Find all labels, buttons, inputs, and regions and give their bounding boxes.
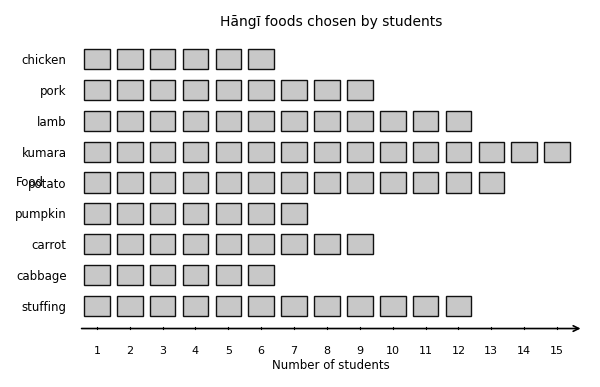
- Bar: [347, 111, 373, 131]
- Bar: [479, 173, 504, 193]
- Bar: [281, 80, 307, 100]
- Bar: [182, 111, 208, 131]
- Bar: [84, 296, 110, 316]
- Bar: [248, 173, 274, 193]
- Bar: [84, 142, 110, 162]
- Bar: [182, 265, 208, 285]
- Bar: [182, 235, 208, 254]
- Bar: [380, 173, 406, 193]
- Bar: [150, 173, 175, 193]
- Bar: [182, 173, 208, 193]
- Bar: [182, 296, 208, 316]
- Title: Hāngī foods chosen by students: Hāngī foods chosen by students: [220, 15, 442, 29]
- Bar: [150, 80, 175, 100]
- Bar: [281, 111, 307, 131]
- Bar: [347, 142, 373, 162]
- Bar: [182, 80, 208, 100]
- Bar: [150, 111, 175, 131]
- Bar: [248, 49, 274, 69]
- Bar: [347, 173, 373, 193]
- Bar: [117, 142, 143, 162]
- Bar: [117, 296, 143, 316]
- Bar: [544, 142, 570, 162]
- Bar: [215, 49, 241, 69]
- Bar: [511, 142, 537, 162]
- Bar: [84, 111, 110, 131]
- Bar: [248, 204, 274, 224]
- Bar: [117, 173, 143, 193]
- Bar: [380, 111, 406, 131]
- Bar: [84, 235, 110, 254]
- Bar: [314, 173, 340, 193]
- Bar: [117, 111, 143, 131]
- Bar: [380, 142, 406, 162]
- Bar: [380, 296, 406, 316]
- Bar: [281, 204, 307, 224]
- Bar: [215, 142, 241, 162]
- Bar: [347, 235, 373, 254]
- Bar: [248, 296, 274, 316]
- Bar: [413, 142, 439, 162]
- Bar: [347, 296, 373, 316]
- Bar: [314, 296, 340, 316]
- Bar: [248, 111, 274, 131]
- Bar: [215, 80, 241, 100]
- Bar: [150, 265, 175, 285]
- Bar: [446, 142, 471, 162]
- Bar: [117, 204, 143, 224]
- Bar: [150, 49, 175, 69]
- Bar: [150, 296, 175, 316]
- Bar: [446, 111, 471, 131]
- Bar: [281, 142, 307, 162]
- Bar: [84, 204, 110, 224]
- Bar: [314, 80, 340, 100]
- Bar: [117, 49, 143, 69]
- Bar: [182, 49, 208, 69]
- Bar: [84, 49, 110, 69]
- Bar: [479, 142, 504, 162]
- Bar: [281, 235, 307, 254]
- Bar: [314, 235, 340, 254]
- Bar: [150, 235, 175, 254]
- Bar: [413, 111, 439, 131]
- X-axis label: Number of students: Number of students: [272, 359, 390, 372]
- Bar: [215, 173, 241, 193]
- Bar: [281, 296, 307, 316]
- Bar: [314, 111, 340, 131]
- Bar: [215, 204, 241, 224]
- Bar: [413, 296, 439, 316]
- Bar: [117, 235, 143, 254]
- Text: Food: Food: [16, 176, 44, 189]
- Bar: [446, 296, 471, 316]
- Bar: [314, 142, 340, 162]
- Bar: [281, 173, 307, 193]
- Bar: [446, 173, 471, 193]
- Bar: [347, 80, 373, 100]
- Bar: [215, 265, 241, 285]
- Bar: [117, 80, 143, 100]
- Bar: [413, 173, 439, 193]
- Bar: [84, 80, 110, 100]
- Bar: [248, 80, 274, 100]
- Bar: [84, 265, 110, 285]
- Bar: [215, 235, 241, 254]
- Bar: [248, 235, 274, 254]
- Bar: [150, 204, 175, 224]
- Bar: [182, 204, 208, 224]
- Bar: [150, 142, 175, 162]
- Bar: [248, 142, 274, 162]
- Bar: [215, 296, 241, 316]
- Bar: [117, 265, 143, 285]
- Bar: [215, 111, 241, 131]
- Bar: [182, 142, 208, 162]
- Bar: [84, 173, 110, 193]
- Bar: [248, 265, 274, 285]
